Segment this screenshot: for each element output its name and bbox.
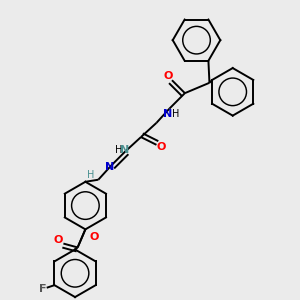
Text: H: H: [115, 145, 122, 155]
Text: H: H: [87, 170, 94, 180]
Text: N: N: [119, 145, 129, 155]
Text: F: F: [39, 284, 46, 294]
Text: O: O: [157, 142, 166, 152]
Text: N: N: [105, 162, 115, 172]
Text: O: O: [90, 232, 99, 242]
Text: H: H: [172, 109, 179, 119]
Text: N: N: [164, 109, 173, 119]
Text: O: O: [54, 236, 63, 245]
Text: O: O: [164, 70, 173, 81]
